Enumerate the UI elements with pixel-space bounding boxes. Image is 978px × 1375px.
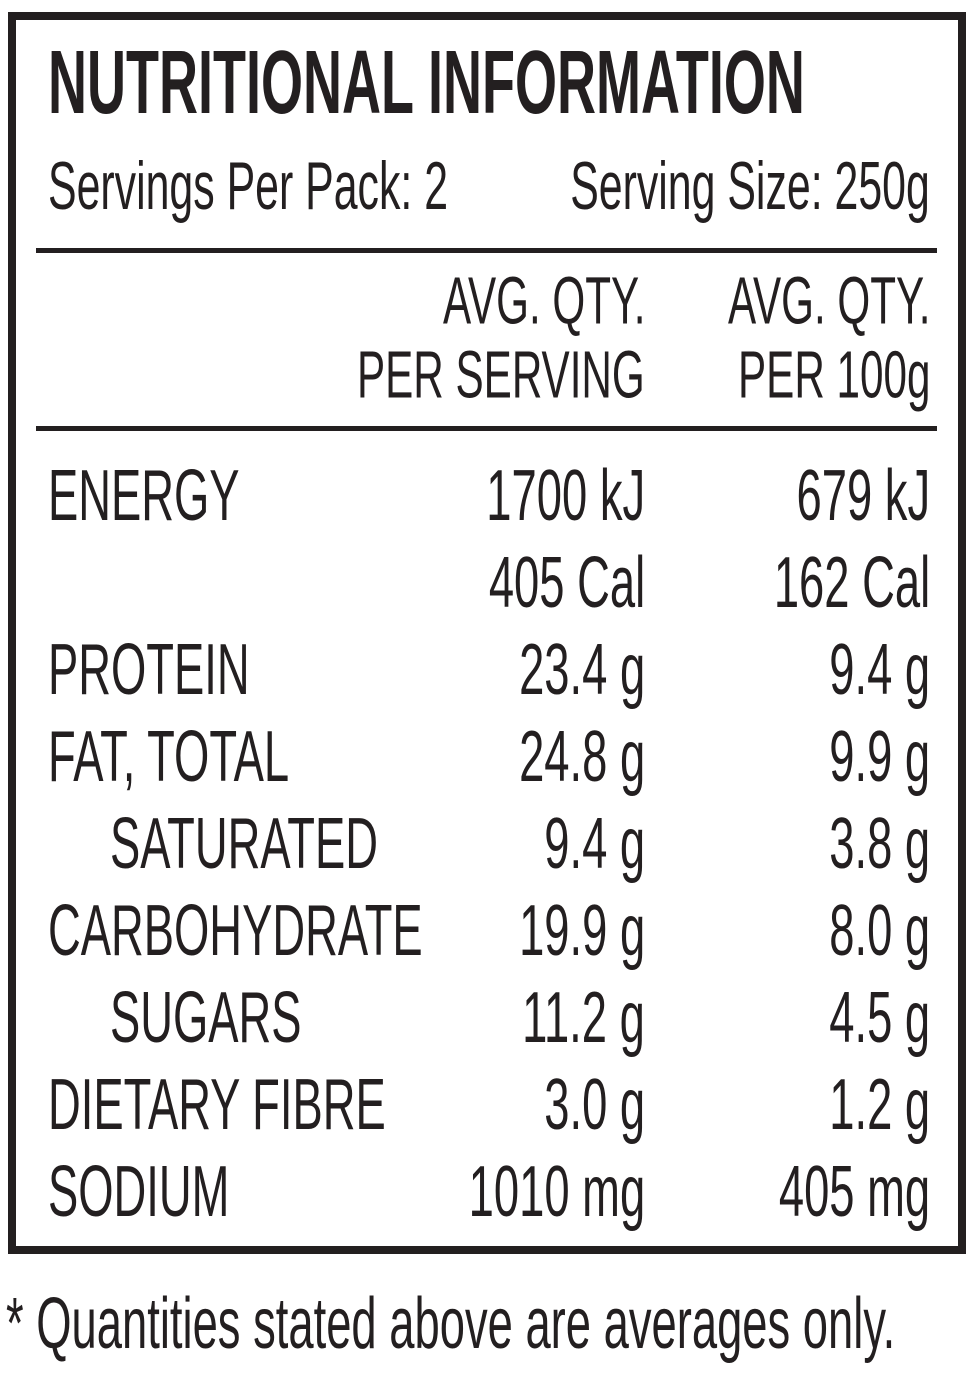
table-row-carbohydrate: CARBOHYDRATE 19.9 g 8.0 g	[48, 887, 930, 974]
per-serving-value: 405 Cal	[488, 542, 645, 623]
divider-top	[36, 248, 937, 253]
nutrient-label: FAT, TOTAL	[48, 716, 290, 797]
per-serving-value: 19.9 g	[518, 890, 645, 971]
panel-title-line: NUTRITIONAL INFORMATION	[48, 38, 930, 128]
per-serving-value: 3.0 g	[544, 1064, 645, 1145]
per-100g-header-line2: PER 100g	[737, 337, 930, 413]
per-serving-value: 23.4 g	[518, 629, 645, 710]
table-row-sugars: SUGARS 11.2 g 4.5 g	[48, 974, 930, 1061]
per-serving-header-line2: PER SERVING	[357, 337, 645, 413]
table-row-energy-cal: 405 Cal 162 Cal	[48, 539, 930, 626]
nutrient-label: PROTEIN	[48, 629, 250, 710]
serving-size: Serving Size: 250g	[570, 148, 930, 224]
per-serving-value: 9.4 g	[544, 803, 645, 884]
per-100g-value: 162 Cal	[773, 542, 930, 623]
servings-per-pack: Servings Per Pack: 2	[48, 148, 449, 224]
nutrient-label: ENERGY	[48, 455, 240, 536]
footnote: * Quantities stated above are averages o…	[6, 1284, 896, 1364]
nutrient-label: SODIUM	[48, 1151, 230, 1232]
column-header-line-1: AVG. QTY. AVG. QTY.	[48, 264, 930, 338]
per-100g-header-line1: AVG. QTY.	[727, 263, 930, 339]
footnote-line: * Quantities stated above are averages o…	[6, 1288, 976, 1360]
per-100g-value: 4.5 g	[829, 977, 930, 1058]
table-row-energy: ENERGY 1700 kJ 679 kJ	[48, 452, 930, 539]
nutrient-label: DIETARY FIBRE	[48, 1064, 386, 1145]
per-100g-value: 1.2 g	[829, 1064, 930, 1145]
nutrient-label: SUGARS	[110, 977, 302, 1058]
table-row-fat-total: FAT, TOTAL 24.8 g 9.9 g	[48, 713, 930, 800]
table-row-dietary-fibre: DIETARY FIBRE 3.0 g 1.2 g	[48, 1061, 930, 1148]
nutrient-table: ENERGY 1700 kJ 679 kJ 405 Cal 162 Cal PR…	[48, 452, 930, 1235]
per-100g-value: 9.9 g	[829, 716, 930, 797]
per-serving-header-line1: AVG. QTY.	[442, 263, 645, 339]
per-serving-value: 24.8 g	[518, 716, 645, 797]
per-100g-value: 9.4 g	[829, 629, 930, 710]
table-row-protein: PROTEIN 23.4 g 9.4 g	[48, 626, 930, 713]
servings-line: Servings Per Pack: 2 Serving Size: 250g	[48, 152, 930, 220]
nutrition-panel: NUTRITIONAL INFORMATION Servings Per Pac…	[8, 12, 966, 1254]
table-row-sodium: SODIUM 1010 mg 405 mg	[48, 1148, 930, 1235]
per-100g-value: 679 kJ	[796, 455, 930, 536]
per-serving-value: 1700 kJ	[486, 455, 645, 536]
nutrient-label: CARBOHYDRATE	[48, 890, 423, 971]
per-100g-value: 3.8 g	[829, 803, 930, 884]
per-100g-value: 8.0 g	[829, 890, 930, 971]
table-row-saturated: SATURATED 9.4 g 3.8 g	[48, 800, 930, 887]
column-headers: AVG. QTY. AVG. QTY. PER SERVING PER 100g	[48, 264, 930, 412]
divider-header	[36, 426, 937, 431]
per-serving-value: 1010 mg	[468, 1151, 645, 1232]
nutrient-label: SATURATED	[110, 803, 378, 884]
per-serving-value: 11.2 g	[522, 977, 645, 1058]
panel-title: NUTRITIONAL INFORMATION	[48, 33, 805, 133]
column-header-line-2: PER SERVING PER 100g	[48, 338, 930, 412]
per-100g-value: 405 mg	[778, 1151, 930, 1232]
